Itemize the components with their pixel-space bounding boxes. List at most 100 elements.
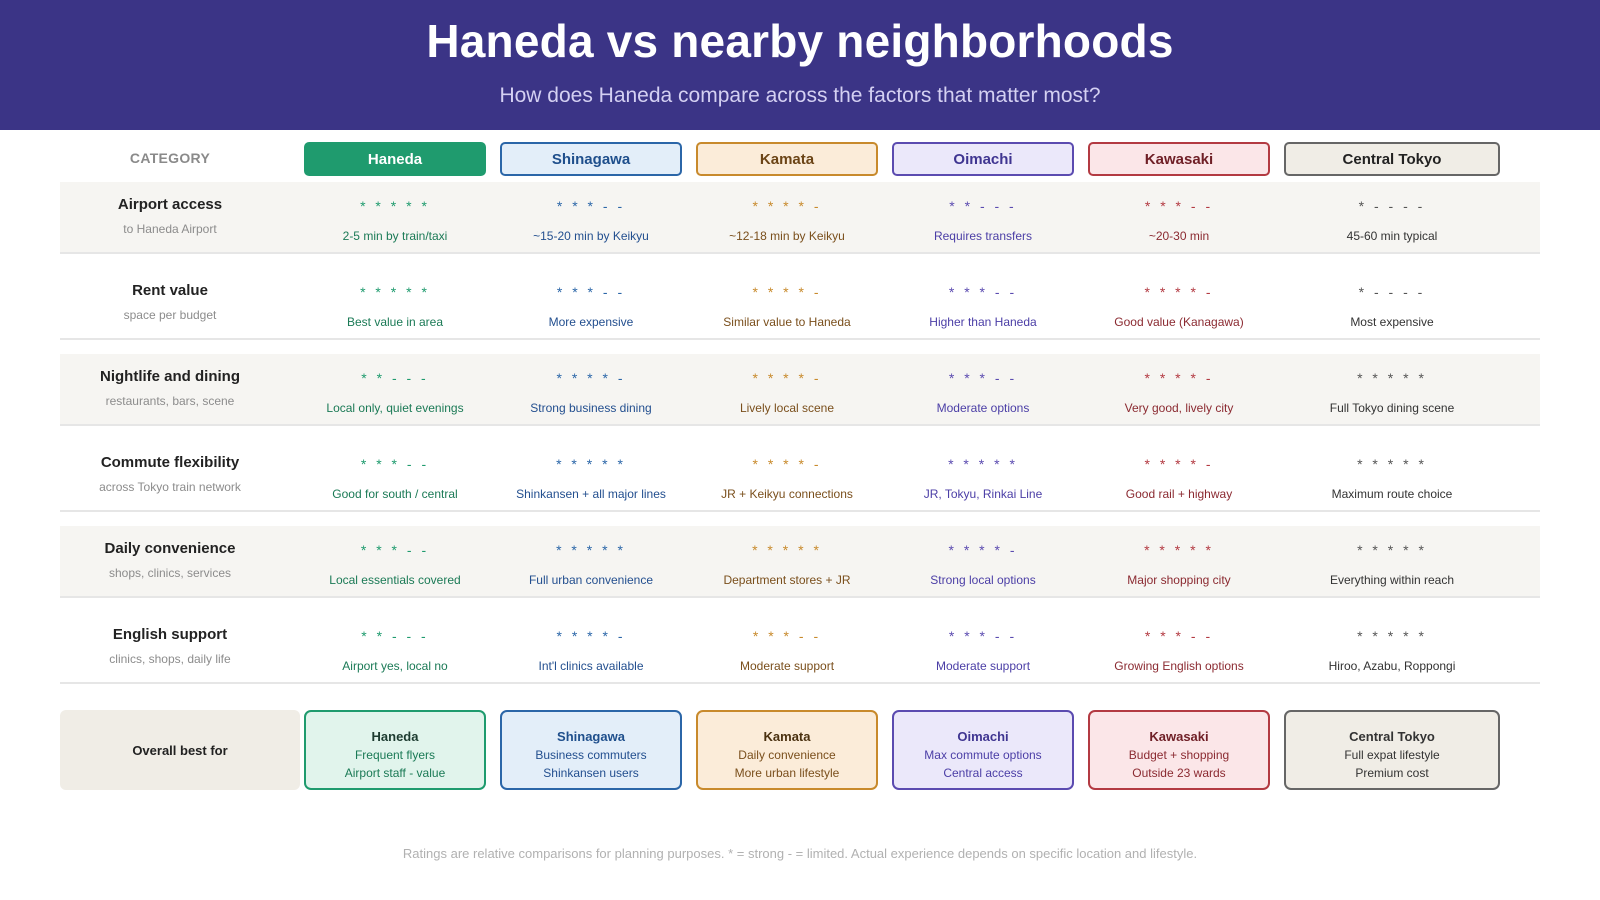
row-subtitle: shops, clinics, services bbox=[108, 566, 232, 580]
rating-note: Moderate options bbox=[936, 401, 1030, 415]
rating-note: JR, Tokyu, Rinkai Line bbox=[923, 487, 1043, 501]
row-subtitle: to Haneda Airport bbox=[123, 222, 217, 236]
rating-note: 2-5 min by train/taxi bbox=[342, 229, 448, 243]
rating-note: Department stores + JR bbox=[723, 573, 851, 587]
comparison-table: CATEGORY Haneda Shinagawa Kamata Oimachi Kaw… bbox=[60, 140, 1540, 790]
rating-cell: * * * * * 2-5 min by train/taxi bbox=[304, 198, 486, 243]
row-band bbox=[60, 354, 1540, 424]
rating-stars: * * * * - bbox=[556, 370, 626, 386]
rating-note: Very good, lively city bbox=[1124, 401, 1234, 415]
row-subtitle: restaurants, bars, scene bbox=[105, 394, 235, 408]
summary-card-central-tokyo: Central Tokyo Full expat lifestyle Premium… bbox=[1284, 710, 1500, 790]
row-name: Commute flexibility bbox=[100, 454, 240, 471]
summary-card-haneda: Haneda Frequent flyers Airport staff - val… bbox=[304, 710, 486, 790]
rating-stars: * * * - - bbox=[1144, 628, 1214, 644]
summary-card-title: Shinagawa bbox=[557, 729, 625, 744]
rating-note: Full urban convenience bbox=[528, 573, 654, 587]
column-header-central-tokyo[interactable]: Central Tokyo bbox=[1284, 142, 1500, 176]
row-label-nightlife-and-dining: Nightlife and dining restaurants, bars, s… bbox=[60, 368, 280, 408]
rating-cell: * * * * * Shinkansen + all major lines bbox=[500, 456, 682, 501]
summary-card-title: Kamata bbox=[763, 729, 811, 744]
rating-cell: * * * * * Hiroo, Azabu, Roppongi bbox=[1284, 628, 1500, 673]
rating-cell: * * * * - JR + Keikyu connections bbox=[696, 456, 878, 501]
rating-stars: * * * - - bbox=[948, 284, 1018, 300]
rating-note: Good value (Kanagawa) bbox=[1114, 315, 1244, 329]
rating-cell: * - - - - Most expensive bbox=[1284, 284, 1500, 329]
row-label-commute-flexibility: Commute flexibility across Tokyo train ne… bbox=[60, 454, 280, 494]
row-subtitle: space per budget bbox=[123, 308, 217, 322]
rating-note: Moderate support bbox=[739, 659, 835, 673]
rating-note: Int'l clinics available bbox=[538, 659, 644, 673]
rating-cell: * * * - - Moderate support bbox=[696, 628, 878, 673]
column-header-haneda[interactable]: Haneda bbox=[304, 142, 486, 176]
rating-stars: * * * - - bbox=[948, 628, 1018, 644]
rating-stars: * * * * * bbox=[360, 198, 430, 214]
rating-stars: * * * * * bbox=[1357, 456, 1427, 472]
column-header-kamata[interactable]: Kamata bbox=[696, 142, 878, 176]
summary-card-title: Central Tokyo bbox=[1349, 729, 1435, 744]
summary-card-title: Kawasaki bbox=[1149, 729, 1209, 744]
rating-stars: * * * * * bbox=[556, 542, 626, 558]
summary-card-line: More urban lifestyle bbox=[734, 766, 840, 780]
row-label-rent-value: Rent value space per budget bbox=[60, 282, 280, 322]
rating-stars: * * * * * bbox=[948, 456, 1018, 472]
summary-card-line: Central access bbox=[943, 766, 1023, 780]
summary-card-kawasaki: Kawasaki Budget + shopping Outside 23 ward… bbox=[1088, 710, 1270, 790]
rating-note: Higher than Haneda bbox=[929, 315, 1037, 329]
summary-card-line: Shinkansen users bbox=[543, 766, 639, 780]
rating-note: ~20-30 min bbox=[1148, 229, 1210, 243]
rating-cell: * * * * - Good value (Kanagawa) bbox=[1088, 284, 1270, 329]
rating-note: Best value in area bbox=[346, 315, 444, 329]
summary-card-shinagawa: Shinagawa Business commuters Shinkansen us… bbox=[500, 710, 682, 790]
rating-stars: * * * - - bbox=[556, 284, 626, 300]
summary-card-line: Full expat lifestyle bbox=[1344, 748, 1440, 762]
rating-note: Growing English options bbox=[1114, 659, 1244, 673]
row-divider bbox=[60, 338, 1540, 340]
footnote: Ratings are relative comparisons for pla… bbox=[402, 846, 1198, 861]
rating-cell: * * * * - Very good, lively city bbox=[1088, 370, 1270, 415]
rating-stars: * * * * * bbox=[1357, 370, 1427, 386]
row-name: Daily convenience bbox=[104, 540, 236, 557]
row-divider bbox=[60, 424, 1540, 426]
rating-stars: * * * * * bbox=[1357, 542, 1427, 558]
row-band bbox=[60, 182, 1540, 252]
column-header-oimachi[interactable]: Oimachi bbox=[892, 142, 1074, 176]
rating-stars: * * * * - bbox=[948, 542, 1018, 558]
rating-cell: * * * - - Moderate support bbox=[892, 628, 1074, 673]
rating-cell: * * * * * Full urban convenience bbox=[500, 542, 682, 587]
rating-stars: * * * * * bbox=[752, 542, 822, 558]
rating-cell: * * * * - ~12-18 min by Keikyu bbox=[696, 198, 878, 243]
rating-stars: * * * * * bbox=[1357, 628, 1427, 644]
row-name: English support bbox=[112, 626, 228, 643]
rating-cell: * * - - - Requires transfers bbox=[892, 198, 1074, 243]
rating-note: Requires transfers bbox=[933, 229, 1033, 243]
rating-cell: * * * * * Department stores + JR bbox=[696, 542, 878, 587]
page-header: Haneda vs nearby neighborhoods How does … bbox=[0, 0, 1600, 130]
rating-stars: * * * * - bbox=[752, 198, 822, 214]
summary-card-line: Business commuters bbox=[535, 748, 647, 762]
summary-card-line: Outside 23 wards bbox=[1132, 766, 1226, 780]
row-subtitle: clinics, shops, daily life bbox=[109, 652, 231, 666]
row-divider bbox=[60, 682, 1540, 684]
rating-stars: * * * * - bbox=[556, 628, 626, 644]
row-band bbox=[60, 526, 1540, 596]
summary-card-title: Haneda bbox=[371, 729, 419, 744]
rating-note: Similar value to Haneda bbox=[723, 315, 851, 329]
rating-stars: * * * * * bbox=[1144, 542, 1214, 558]
rating-stars: * * * * - bbox=[752, 456, 822, 472]
category-header: CATEGORY bbox=[129, 150, 211, 166]
rating-cell: * * * * * Best value in area bbox=[304, 284, 486, 329]
rating-stars: * * - - - bbox=[361, 370, 429, 386]
rating-cell: * * * * * JR, Tokyu, Rinkai Line bbox=[892, 456, 1074, 501]
rating-note: Good rail + highway bbox=[1125, 487, 1233, 501]
row-label-english-support: English support clinics, shops, daily lif… bbox=[60, 626, 280, 666]
row-name: Airport access bbox=[117, 196, 223, 213]
row-name: Rent value bbox=[132, 282, 208, 299]
row-label-daily-convenience: Daily convenience shops, clinics, service… bbox=[60, 540, 280, 580]
rating-cell: * * * - - Moderate options bbox=[892, 370, 1074, 415]
column-header-kawasaki[interactable]: Kawasaki bbox=[1088, 142, 1270, 176]
column-header-shinagawa[interactable]: Shinagawa bbox=[500, 142, 682, 176]
row-divider bbox=[60, 252, 1540, 254]
summary-card-line: Airport staff - value bbox=[344, 766, 446, 780]
row-divider bbox=[60, 510, 1540, 512]
